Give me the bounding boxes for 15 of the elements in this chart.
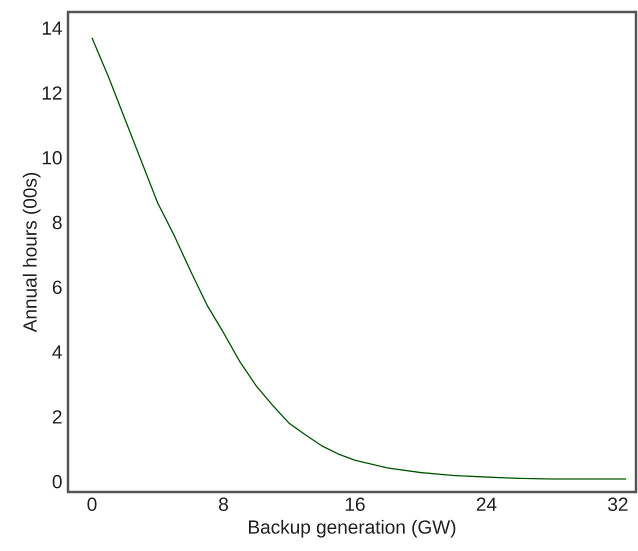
y-tick-label: 4 — [52, 346, 62, 359]
x-axis-title: Backup generation (GW) — [249, 520, 456, 538]
y-axis-title: Annual hours (00s) — [22, 172, 40, 332]
x-tick-label: 24 — [476, 498, 496, 511]
y-tick-label: 6 — [52, 280, 62, 294]
y-tick-label: 10 — [42, 151, 62, 164]
x-tick-label: 0 — [87, 498, 97, 511]
y-tick-label: 0 — [52, 474, 62, 488]
y-tick-label: 2 — [52, 410, 62, 424]
x-tick-label: 8 — [219, 498, 228, 511]
y-tick-label: 12 — [42, 86, 62, 100]
y-tick-label: 8 — [52, 216, 62, 230]
x-tick-label: 32 — [608, 498, 628, 511]
x-tick-label: 16 — [346, 498, 365, 511]
y-tick-label: 14 — [42, 22, 62, 35]
